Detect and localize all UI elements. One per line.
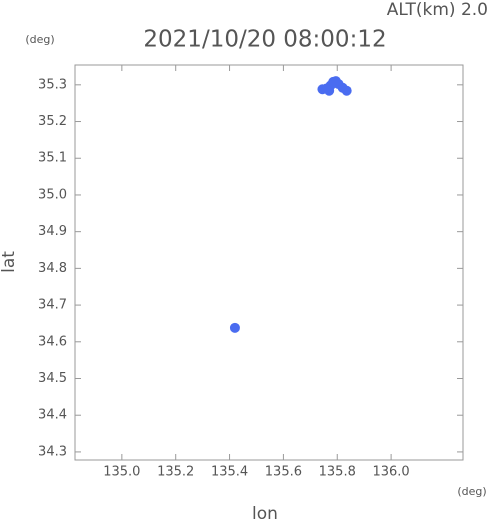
y-tick-label: 34.4 (38, 408, 67, 423)
y-axis-label: lat (0, 251, 19, 273)
x-axis-label: lon (252, 504, 278, 521)
x-tick-label: 135.8 (319, 465, 356, 480)
y-tick-label: 35.3 (38, 77, 67, 92)
y-tick-label: 34.7 (38, 298, 67, 313)
x-tick-label: 135.2 (157, 465, 194, 480)
chart-title: 2021/10/20 08:00:12 (143, 27, 386, 53)
y-tick-label: 35.2 (38, 114, 67, 129)
x-tick-label: 136.0 (372, 465, 409, 480)
y-unit: (deg) (25, 33, 54, 46)
y-tick-label: 34.3 (38, 444, 67, 459)
y-tick-label: 35.1 (38, 151, 67, 166)
x-tick-label: 135.6 (265, 465, 302, 480)
y-tick-label: 34.9 (38, 224, 67, 239)
echo-point (324, 85, 335, 96)
echo-point (341, 85, 352, 96)
y-tick-label: 34.6 (38, 334, 67, 349)
x-tick-label: 135.0 (103, 465, 140, 480)
y-tick-label: 34.8 (38, 261, 67, 276)
plot-frame (74, 64, 464, 461)
y-tick-label: 34.5 (38, 371, 67, 386)
chart-subtitle: ALT(km) 2.0 (387, 0, 488, 20)
echo-point (229, 322, 240, 333)
x-unit: (deg) (457, 485, 486, 498)
x-tick-label: 135.4 (211, 465, 248, 480)
y-tick-label: 35.0 (38, 187, 67, 202)
